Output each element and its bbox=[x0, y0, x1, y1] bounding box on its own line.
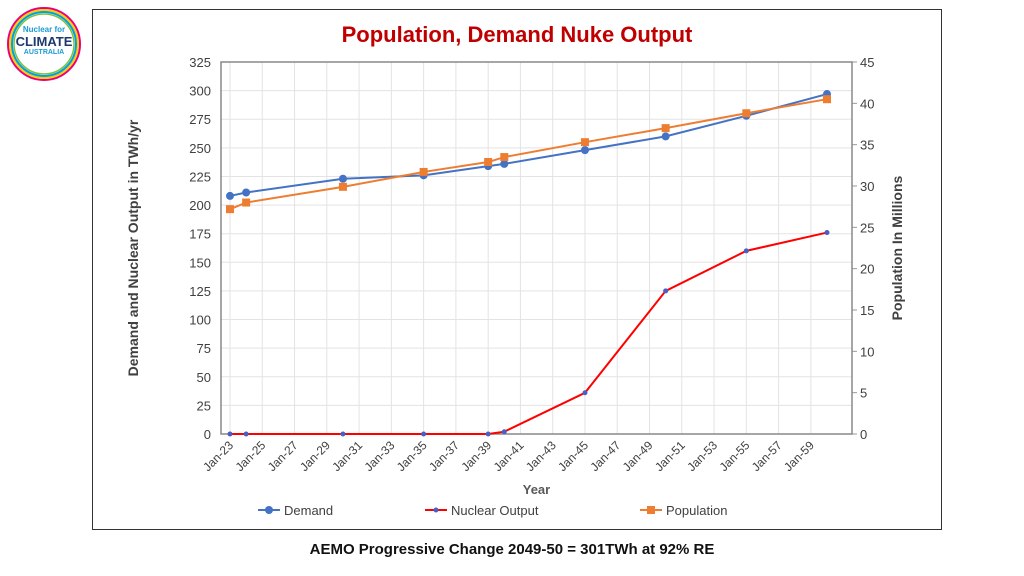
x-axis-title: Year bbox=[523, 482, 550, 497]
data-point bbox=[580, 146, 589, 155]
y-tick-label: 250 bbox=[189, 141, 211, 156]
x-tick-label: Jan-47 bbox=[588, 438, 624, 474]
data-point bbox=[340, 431, 346, 437]
chart-title: Population, Demand Nuke Output bbox=[341, 22, 693, 47]
x-tick-label: Jan-25 bbox=[233, 438, 269, 474]
legend-label: Population bbox=[666, 503, 727, 518]
data-point bbox=[824, 230, 830, 236]
x-tick-label: Jan-49 bbox=[620, 438, 656, 474]
legend-label: Nuclear Output bbox=[451, 503, 539, 518]
y-tick-label: 0 bbox=[204, 427, 211, 442]
logo-line3: AUSTRALIA bbox=[23, 49, 65, 56]
legend-marker bbox=[433, 507, 439, 513]
data-point bbox=[338, 174, 347, 183]
x-tick-label: Jan-35 bbox=[394, 438, 430, 474]
y-tick-label: 200 bbox=[189, 198, 211, 213]
y-tick-label: 325 bbox=[189, 55, 211, 70]
x-tick-label: Jan-29 bbox=[297, 438, 333, 474]
y2-tick-label: 25 bbox=[860, 220, 874, 235]
data-point bbox=[226, 191, 234, 200]
y2-tick-label: 35 bbox=[860, 138, 874, 153]
data-point bbox=[226, 205, 234, 214]
y-tick-label: 100 bbox=[189, 313, 211, 328]
data-point bbox=[743, 248, 749, 254]
data-point bbox=[582, 390, 588, 396]
plot-area bbox=[220, 61, 853, 435]
nuclear-for-climate-logo: Nuclear for CLIMATE AUSTRALIA bbox=[4, 4, 84, 84]
data-point bbox=[338, 182, 347, 191]
x-tick-label: Jan-57 bbox=[749, 438, 785, 474]
x-tick-label: Jan-59 bbox=[781, 438, 817, 474]
data-point bbox=[243, 431, 249, 437]
x-tick-label: Jan-31 bbox=[329, 438, 365, 474]
y-tick-label: 225 bbox=[189, 169, 211, 184]
y2-axis-title: Population In Millions bbox=[889, 175, 905, 320]
chart-frame bbox=[92, 9, 942, 530]
y-tick-label: 300 bbox=[189, 84, 211, 99]
x-tick-label: Jan-51 bbox=[652, 438, 688, 474]
footer-caption: AEMO Progressive Change 2049-50 = 301TWh… bbox=[309, 541, 715, 558]
data-point bbox=[661, 132, 670, 141]
series-line-demand bbox=[229, 93, 828, 197]
logo-line2: CLIMATE bbox=[15, 34, 73, 49]
x-tick-label: Jan-23 bbox=[200, 438, 236, 474]
y2-tick-label: 45 bbox=[860, 55, 874, 70]
x-tick-label: Jan-45 bbox=[555, 438, 591, 474]
y2-tick-label: 40 bbox=[860, 96, 874, 111]
data-point bbox=[501, 429, 507, 435]
series-line-population bbox=[229, 98, 828, 211]
data-point bbox=[421, 431, 427, 437]
y2-tick-label: 20 bbox=[860, 262, 874, 277]
data-point bbox=[500, 159, 509, 168]
data-point bbox=[485, 431, 491, 437]
y2-tick-label: 0 bbox=[860, 427, 867, 442]
data-point bbox=[663, 288, 669, 294]
logo-ring-icon bbox=[7, 7, 81, 81]
y2-tick-label: 15 bbox=[860, 303, 874, 318]
x-tick-label: Jan-37 bbox=[426, 438, 462, 474]
data-point bbox=[661, 124, 670, 133]
data-point bbox=[580, 138, 589, 147]
data-point bbox=[227, 431, 233, 437]
x-tick-label: Jan-53 bbox=[684, 438, 720, 474]
data-point bbox=[484, 158, 493, 167]
legend-label: Demand bbox=[284, 503, 333, 518]
data-point bbox=[742, 109, 751, 118]
logo-line1: Nuclear for bbox=[22, 25, 66, 34]
data-point bbox=[419, 167, 428, 176]
y-axis-title: Demand and Nuclear Output in TWh/yr bbox=[125, 119, 141, 376]
y-tick-label: 25 bbox=[197, 398, 211, 413]
series-line-nuclear-output bbox=[230, 231, 828, 435]
x-tick-label: Jan-43 bbox=[523, 438, 559, 474]
y-tick-label: 75 bbox=[197, 341, 211, 356]
y2-tick-label: 5 bbox=[860, 386, 867, 401]
x-tick-label: Jan-39 bbox=[458, 438, 494, 474]
data-point bbox=[242, 198, 251, 207]
legend-marker bbox=[265, 506, 273, 514]
data-point bbox=[500, 153, 509, 162]
legend-marker bbox=[647, 506, 655, 514]
y-tick-label: 275 bbox=[189, 112, 211, 127]
y-tick-label: 50 bbox=[197, 370, 211, 385]
y-tick-label: 150 bbox=[189, 255, 211, 270]
y2-tick-label: 10 bbox=[860, 344, 874, 359]
x-tick-label: Jan-55 bbox=[717, 438, 753, 474]
x-tick-label: Jan-27 bbox=[265, 438, 301, 474]
x-tick-label: Jan-41 bbox=[491, 438, 527, 474]
x-tick-label: Jan-33 bbox=[362, 438, 398, 474]
data-point bbox=[822, 95, 831, 104]
y-tick-label: 175 bbox=[189, 227, 211, 242]
data-point bbox=[242, 188, 251, 197]
y-tick-label: 125 bbox=[189, 284, 211, 299]
y2-tick-label: 30 bbox=[860, 179, 874, 194]
